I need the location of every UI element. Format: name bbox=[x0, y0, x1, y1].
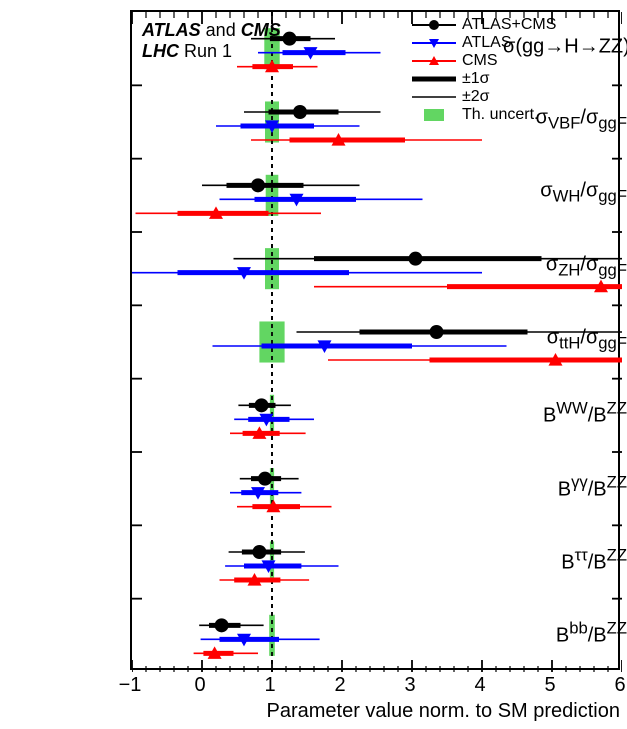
legend-row: Th. uncert. bbox=[410, 106, 556, 124]
series-combo-marker bbox=[430, 325, 444, 339]
legend-label: ±2σ bbox=[462, 88, 490, 106]
series-atlas bbox=[213, 340, 507, 353]
x-tick-label: 6 bbox=[614, 674, 625, 697]
legend-label: ±1σ bbox=[462, 70, 490, 88]
legend-swatch-series-combo bbox=[410, 18, 458, 32]
series-cms bbox=[220, 573, 310, 586]
title-line-2: LHC Run 1 bbox=[142, 41, 281, 62]
category-label-sigma-ZH-over-ggF: σZH/σggF bbox=[503, 253, 627, 280]
series-combo-marker bbox=[255, 398, 269, 412]
legend-label: CMS bbox=[462, 52, 498, 70]
x-tick-label: 4 bbox=[474, 674, 485, 697]
series-atlas bbox=[225, 560, 338, 573]
legend-row: ±1σ bbox=[410, 70, 556, 88]
series-combo bbox=[238, 398, 291, 412]
series-combo-marker bbox=[215, 618, 229, 632]
x-axis-title: Parameter value norm. to SM prediction bbox=[267, 700, 621, 723]
x-tick-label: 2 bbox=[334, 674, 345, 697]
title-line-1: ATLAS and CMS bbox=[142, 20, 281, 41]
legend-row: ±2σ bbox=[410, 88, 556, 106]
legend-swatch-line-thin bbox=[410, 90, 458, 104]
series-combo-marker bbox=[251, 178, 265, 192]
legend-label: ATLAS+CMS bbox=[462, 16, 556, 34]
series-cms bbox=[314, 280, 622, 293]
legend-row: ATLAS+CMS bbox=[410, 16, 556, 34]
series-combo-marker bbox=[409, 252, 423, 266]
series-combo-marker bbox=[258, 472, 272, 486]
x-tick-label: 3 bbox=[404, 674, 415, 697]
title-block: ATLAS and CMSLHC Run 1 bbox=[142, 20, 281, 62]
legend-label: ATLAS bbox=[462, 34, 512, 52]
series-combo-marker bbox=[283, 32, 297, 46]
series-atlas bbox=[220, 194, 423, 207]
legend-row: CMS bbox=[410, 52, 556, 70]
series-cms bbox=[328, 353, 622, 366]
legend-row: ATLAS bbox=[410, 34, 556, 52]
category-label-BR-WW-over-ZZ: BWW/BZZ bbox=[503, 399, 627, 428]
series-cms bbox=[251, 133, 482, 146]
x-tick-label: 1 bbox=[264, 674, 275, 697]
series-cms bbox=[237, 500, 332, 513]
legend-swatch-line-thick bbox=[410, 72, 458, 86]
series-combo bbox=[244, 105, 381, 119]
series-atlas bbox=[132, 267, 482, 280]
legend-label: Th. uncert. bbox=[462, 106, 538, 124]
series-combo-marker bbox=[293, 105, 307, 119]
category-label-BR-gg-over-ZZ: Bγγ/BZZ bbox=[503, 472, 627, 501]
x-tick-label: 5 bbox=[544, 674, 555, 697]
legend-swatch-box-theory bbox=[410, 108, 458, 122]
series-atlas bbox=[216, 120, 360, 133]
category-label-sigma-WH-over-ggF: σWH/σggF bbox=[503, 180, 627, 207]
series-cms bbox=[230, 426, 306, 439]
series-combo-marker bbox=[252, 545, 266, 559]
x-tick-label: −1 bbox=[119, 674, 142, 697]
x-tick-label: 0 bbox=[194, 674, 205, 697]
series-combo bbox=[202, 178, 360, 192]
series-atlas bbox=[201, 634, 320, 647]
series-combo bbox=[240, 472, 299, 486]
series-cms bbox=[136, 206, 322, 219]
series-combo bbox=[229, 545, 305, 559]
category-label-sigma-ttH-over-ggF: σttH/σggF bbox=[503, 327, 627, 354]
legend-swatch-series-cms bbox=[410, 54, 458, 68]
legend-swatch-series-atlas bbox=[410, 36, 458, 50]
legend: ATLAS+CMSATLASCMS±1σ±2σTh. uncert. bbox=[410, 16, 556, 124]
category-label-BR-bb-over-ZZ: Bbb/BZZ bbox=[503, 619, 627, 648]
series-cms bbox=[194, 646, 258, 659]
category-label-BR-tt-over-ZZ: Bττ/BZZ bbox=[503, 546, 627, 575]
series-atlas bbox=[234, 414, 314, 427]
series-atlas bbox=[230, 487, 301, 500]
series-combo bbox=[199, 618, 263, 632]
